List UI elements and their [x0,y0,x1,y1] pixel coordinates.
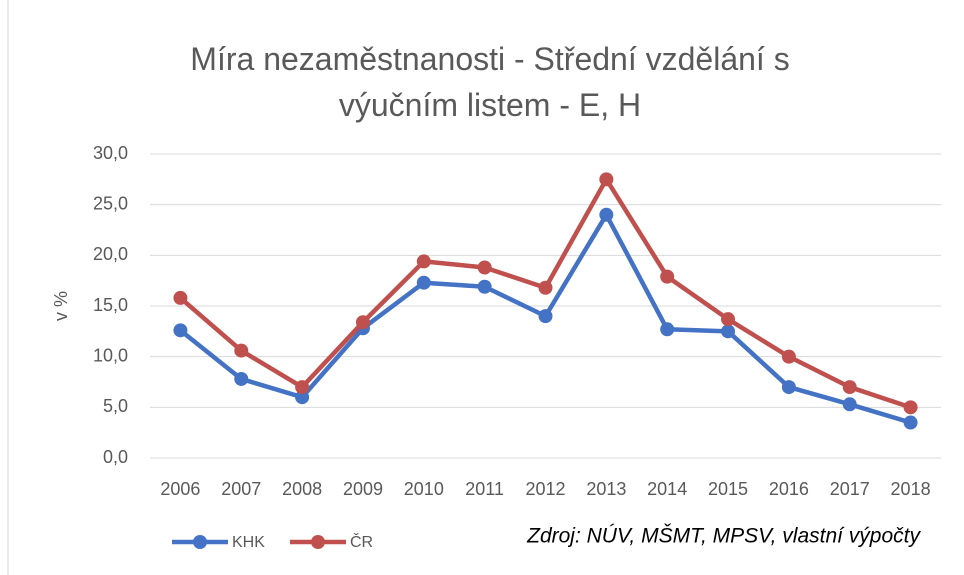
legend-label: KHK [232,534,265,551]
legend-label: ČR [350,532,373,551]
x-tick-label: 2010 [404,479,444,499]
data-point [477,279,492,294]
x-tick-label: 2006 [160,479,200,499]
y-tick-label: 25,0 [93,193,128,213]
y-tick-label: 30,0 [93,143,128,163]
legend-marker [193,535,207,549]
data-point [781,380,796,395]
data-point [903,415,918,430]
data-point [660,322,675,337]
x-tick-label: 2007 [221,479,261,499]
data-point [599,207,614,222]
y-tick-label: 20,0 [93,244,128,264]
x-tick-label: 2014 [647,479,687,499]
data-point [234,343,249,358]
legend-marker [311,535,325,549]
y-axis-label: v % [51,291,71,321]
data-point [173,290,188,305]
y-tick-label: 0,0 [103,447,128,467]
data-point [842,397,857,412]
data-point [721,312,736,327]
y-tick-label: 5,0 [103,396,128,416]
x-tick-label: 2011 [465,479,504,499]
chart-title: Míra nezaměstnanosti - Střední vzdělání … [190,41,790,123]
data-point [416,275,431,290]
data-point [477,260,492,275]
data-point [903,400,918,415]
source-note: Zdroj: NÚV, MŠMT, MPSV, vlastní výpočty [526,525,921,548]
data-point [295,390,310,405]
x-tick-label: 2015 [708,479,748,499]
data-point [538,309,553,324]
x-tick-label: 2018 [891,479,931,499]
y-tick-label: 15,0 [93,295,128,315]
data-point [295,380,310,395]
data-point [355,315,370,330]
data-point [538,280,553,295]
data-point [416,254,431,269]
y-tick-label: 10,0 [93,345,128,365]
data-point [599,172,614,187]
data-point [234,371,249,386]
x-tick-label: 2012 [525,479,565,499]
x-tick-label: 2017 [830,479,870,499]
x-tick-label: 2008 [282,479,322,499]
data-point [721,324,736,339]
data-point [842,380,857,395]
data-point [781,349,796,364]
x-tick-label: 2016 [769,479,809,499]
x-tick-label: 2013 [586,479,626,499]
data-point [660,269,675,284]
data-point [173,323,188,338]
x-tick-label: 2009 [343,479,383,499]
